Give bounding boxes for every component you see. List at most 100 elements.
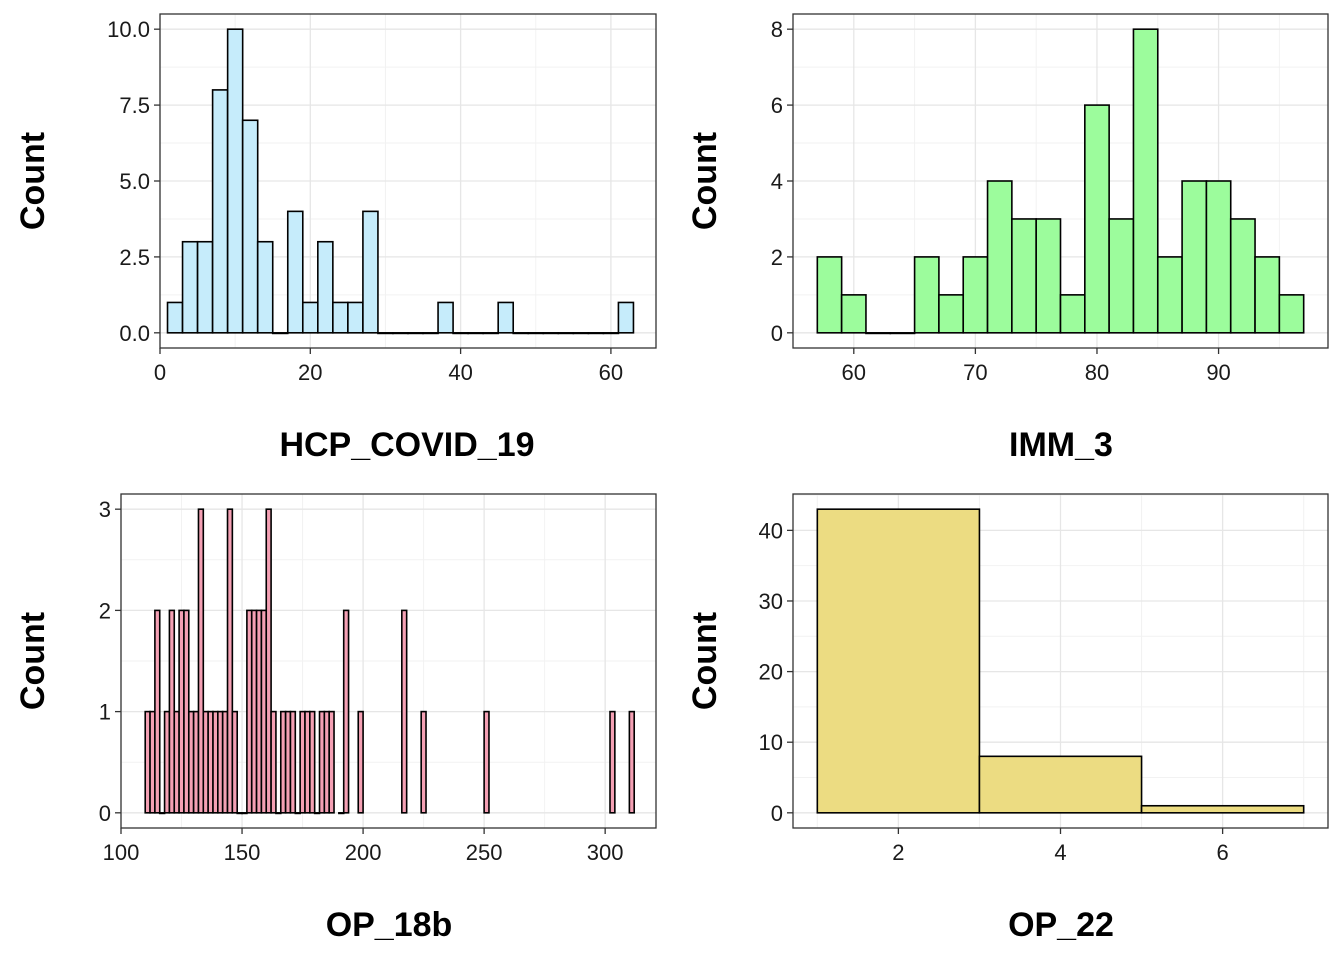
histogram-bar (467, 332, 484, 335)
histogram-bar (1229, 218, 1256, 334)
histogram-bar (527, 332, 545, 335)
x-tick-label: 200 (345, 840, 382, 865)
histogram-bar (181, 240, 199, 334)
histogram-bar (962, 256, 989, 334)
histogram-bar (557, 332, 575, 335)
y-tick-label: 7.5 (119, 93, 150, 118)
x-tick-label: 90 (1206, 360, 1230, 385)
histogram-bar (342, 609, 350, 814)
x-tick-label: 4 (1054, 840, 1066, 865)
x-axis: 100 150 200 250 300 (103, 828, 624, 865)
histogram-bar (587, 332, 605, 335)
x-tick-label: 2 (892, 840, 904, 865)
y-tick-label: 10.0 (107, 17, 150, 42)
histogram-bar (1140, 804, 1305, 814)
x-axis: 60 70 80 90 (842, 348, 1231, 385)
histogram-bar (241, 119, 259, 334)
histogram-bar (196, 240, 214, 334)
histogram-bar (572, 332, 590, 335)
y-tick-label: 0.0 (119, 321, 150, 346)
histogram-bar (256, 240, 274, 334)
histogram-bar (617, 301, 635, 334)
histogram-op-22: 2 4 6 0 10 20 30 40 OP_22 Count (686, 493, 1329, 944)
histogram-bar (1108, 218, 1135, 334)
plot-border (120, 493, 657, 829)
histogram-bar (270, 710, 277, 814)
bars (144, 508, 636, 815)
y-tick-label: 5.0 (119, 169, 150, 194)
histogram-bar (512, 332, 530, 335)
y-tick-label: 0 (99, 801, 111, 826)
histogram-bar (309, 710, 316, 814)
histogram-bar (1278, 294, 1305, 334)
x-axis-title: HCP_COVID_19 (279, 426, 534, 464)
y-tick-label: 4 (771, 169, 783, 194)
histogram-bar (437, 301, 454, 334)
histogram-bar (154, 609, 161, 814)
histogram-hcp-covid-19: 0 20 40 60 0.0 2.5 5.0 7.5 10.0 HCP_COVID_19 Count (14, 13, 657, 464)
y-axis: 0 1 2 3 (99, 497, 121, 826)
histogram-bar (226, 508, 234, 814)
y-tick-label: 6 (771, 93, 783, 118)
x-tick-label: 80 (1085, 360, 1109, 385)
histogram-bar (1035, 218, 1062, 334)
histogram-bar (628, 710, 636, 814)
histogram-bar (1181, 180, 1208, 334)
histogram-op-18b: 100 150 200 250 300 0 1 2 3 OP_18b Count (14, 493, 657, 944)
x-tick-label: 150 (224, 840, 261, 865)
y-axis-title: Count (14, 132, 52, 230)
histogram-bar (401, 609, 408, 814)
x-tick-label: 60 (599, 360, 623, 385)
y-tick-label: 2.5 (119, 245, 150, 270)
x-tick-label: 40 (448, 360, 472, 385)
y-tick-label: 10 (759, 730, 783, 755)
y-tick-label: 1 (99, 700, 111, 725)
histogram-bar (840, 294, 867, 334)
x-tick-label: 70 (963, 360, 987, 385)
histogram-bar (226, 28, 244, 334)
histogram-bar (286, 210, 304, 334)
x-axis-title: IMM_3 (1009, 426, 1113, 464)
histogram-bar (377, 332, 394, 335)
y-axis: 0.0 2.5 5.0 7.5 10.0 (107, 17, 160, 346)
histogram-bar (1059, 294, 1086, 334)
histogram-bar (392, 332, 409, 335)
histogram-bar (265, 508, 272, 814)
x-tick-label: 0 (154, 360, 166, 385)
histogram-bar (497, 301, 515, 334)
histogram-bar (609, 710, 616, 814)
histogram-bar (1132, 28, 1159, 334)
y-tick-label: 40 (759, 518, 783, 543)
y-axis-title: Count (14, 612, 52, 710)
histogram-bar (301, 301, 319, 334)
histogram-bar (889, 332, 916, 335)
histogram-bar (289, 710, 297, 814)
histogram-bar (422, 332, 439, 335)
histogram-bar (231, 710, 238, 814)
x-axis: 0 20 40 60 (154, 348, 623, 385)
histogram-bar (1205, 180, 1232, 334)
y-axis-title: Count (686, 612, 724, 710)
histogram-bar (362, 210, 379, 334)
y-tick-label: 2 (771, 245, 783, 270)
x-tick-label: 300 (587, 840, 624, 865)
histogram-bar (816, 256, 843, 334)
y-tick-label: 8 (771, 17, 783, 42)
histogram-bar (483, 710, 490, 814)
histogram-bar (1254, 256, 1281, 334)
bars (166, 28, 635, 335)
x-tick-label: 60 (842, 360, 866, 385)
x-axis-title: OP_22 (1008, 906, 1114, 944)
bars (816, 508, 1305, 814)
x-tick-label: 20 (298, 360, 322, 385)
histogram-bar (357, 710, 364, 814)
histogram-bar (913, 256, 940, 334)
y-tick-label: 20 (759, 660, 783, 685)
x-axis-title: OP_18b (326, 906, 453, 944)
histogram-bar (986, 180, 1013, 334)
y-axis-title: Count (686, 132, 724, 230)
histogram-bar (1011, 218, 1037, 334)
y-tick-label: 2 (99, 598, 111, 623)
bars (816, 28, 1305, 335)
histogram-bar (865, 332, 892, 335)
